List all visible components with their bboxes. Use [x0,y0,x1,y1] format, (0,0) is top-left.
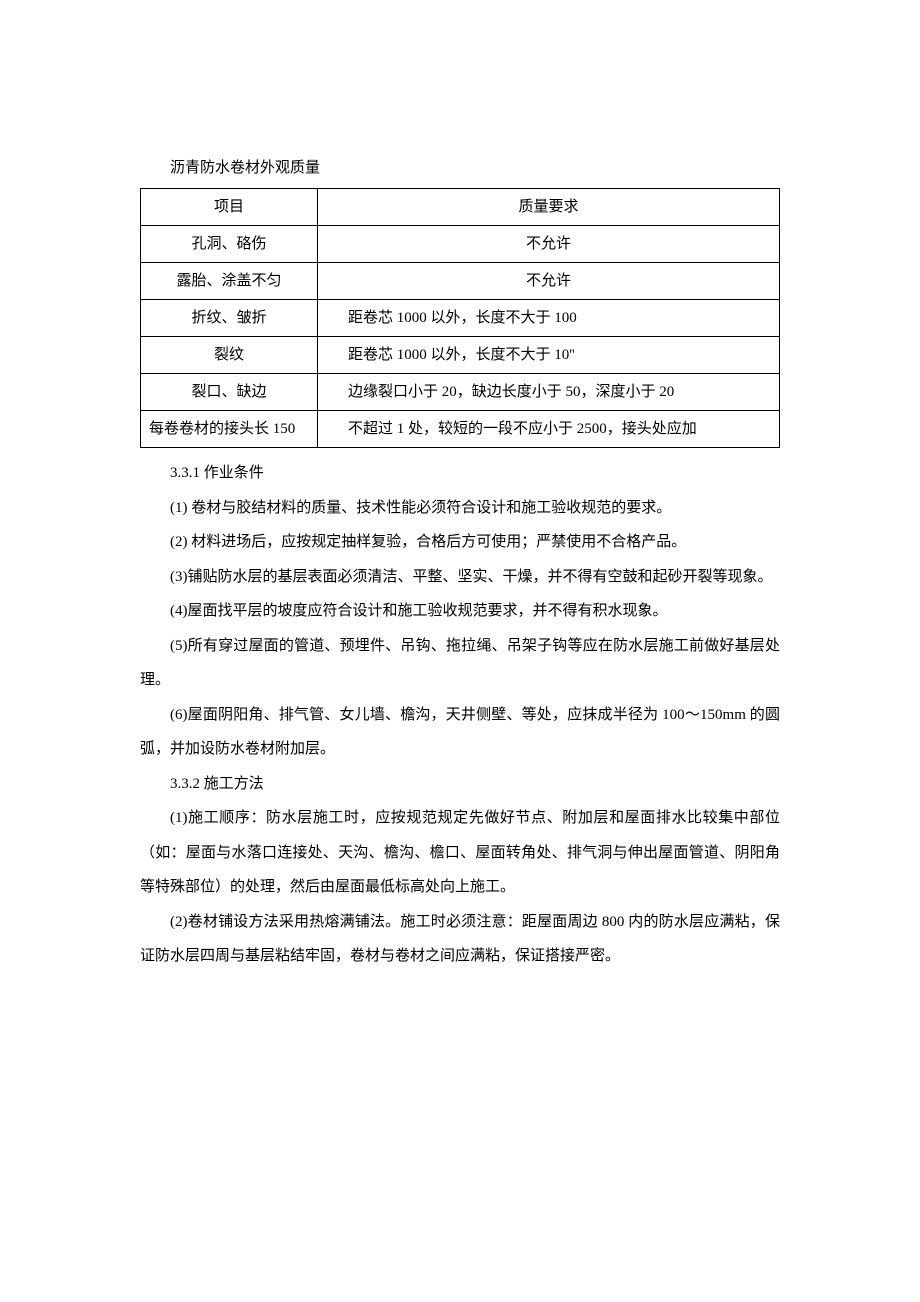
table-row: 裂纹 距卷芯 1000 以外，长度不大于 10'' [141,337,780,374]
table-row: 裂口、缺边 边缘裂口小于 20，缺边长度小于 50，深度小于 20 [141,374,780,411]
paragraph: (5)所有穿过屋面的管道、预埋件、吊钩、拖拉绳、吊架子钩等应在防水层施工前做好基… [140,629,780,698]
cell-col1: 折纹、皱折 [141,300,318,337]
table-row: 孔洞、硌伤 不允许 [141,226,780,263]
table-title: 沥青防水卷材外观质量 [140,155,780,182]
quality-table: 项目 质量要求 孔洞、硌伤 不允许 露胎、涂盖不匀 不允许 折纹、皱折 距卷芯 … [140,188,780,448]
paragraph: (3)铺贴防水层的基层表面必须清洁、平整、坚实、干燥，并不得有空鼓和起砂开裂等现… [140,560,780,595]
table-row: 每卷卷材的接头长 150 不超过 1 处，较短的一段不应小于 2500，接头处应… [141,411,780,448]
body-text: 3.3.1 作业条件 (1) 卷材与胶结材料的质量、技术性能必须符合设计和施工验… [140,456,780,974]
cell-col1: 每卷卷材的接头长 150 [141,411,318,448]
table-header-row: 项目 质量要求 [141,189,780,226]
cell-col2: 边缘裂口小于 20，缺边长度小于 50，深度小于 20 [318,374,780,411]
paragraph: 3.3.1 作业条件 [140,456,780,491]
cell-col2: 不允许 [318,263,780,300]
paragraph: 3.3.2 施工方法 [140,767,780,802]
cell-col2: 不允许 [318,226,780,263]
cell-col1: 孔洞、硌伤 [141,226,318,263]
cell-col2: 距卷芯 1000 以外，长度不大于 10'' [318,337,780,374]
paragraph: (4)屋面找平层的坡度应符合设计和施工验收规范要求，并不得有积水现象。 [140,594,780,629]
cell-col1: 裂纹 [141,337,318,374]
paragraph: (2) 材料进场后，应按规定抽样复验，合格后方可使用；严禁使用不合格产品。 [140,525,780,560]
paragraph: (2)卷材铺设方法采用热熔满铺法。施工时必须注意：距屋面周边 800 内的防水层… [140,905,780,974]
table-row: 折纹、皱折 距卷芯 1000 以外，长度不大于 100 [141,300,780,337]
cell-col2: 不超过 1 处，较短的一段不应小于 2500，接头处应加 [318,411,780,448]
header-col1: 项目 [141,189,318,226]
paragraph: (1)施工顺序：防水层施工时，应按规范规定先做好节点、附加层和屋面排水比较集中部… [140,801,780,905]
paragraph: (6)屋面阴阳角、排气管、女儿墙、檐沟，天井侧壁、等处，应抹成半径为 100～1… [140,698,780,767]
table-row: 露胎、涂盖不匀 不允许 [141,263,780,300]
cell-col2: 距卷芯 1000 以外，长度不大于 100 [318,300,780,337]
paragraph: (1) 卷材与胶结材料的质量、技术性能必须符合设计和施工验收规范的要求。 [140,491,780,526]
header-col2: 质量要求 [318,189,780,226]
cell-col1: 露胎、涂盖不匀 [141,263,318,300]
cell-col1: 裂口、缺边 [141,374,318,411]
